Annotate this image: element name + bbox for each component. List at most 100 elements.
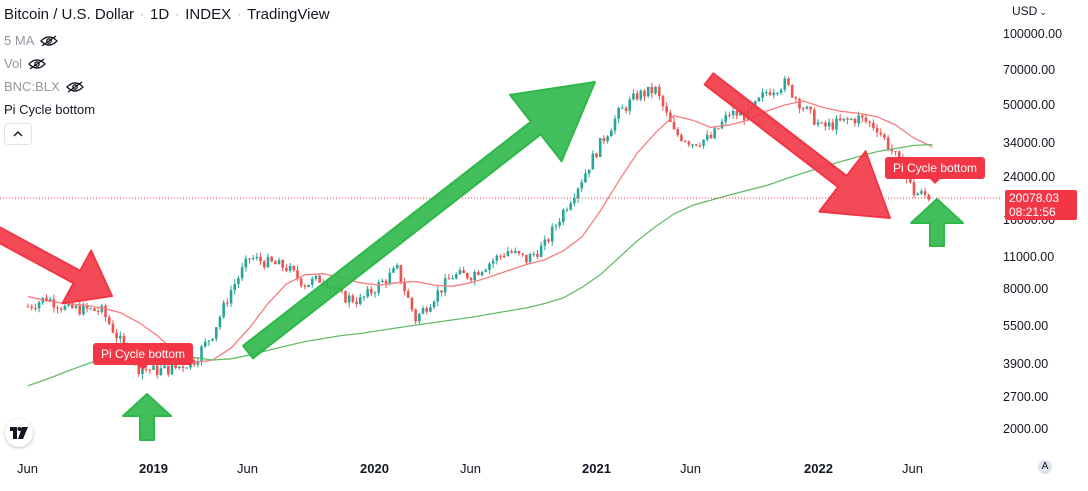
candle-body: [742, 112, 746, 121]
candle-body: [48, 299, 52, 302]
candle-body: [606, 136, 609, 142]
candle-body: [45, 297, 48, 302]
candle-body: [739, 112, 742, 116]
candle-body: [174, 364, 177, 368]
candle-body: [698, 145, 702, 147]
candle-body: [573, 198, 576, 204]
green-arrow[interactable]: [242, 81, 596, 360]
time-axis-label: Jun: [237, 461, 258, 476]
candle-body: [761, 92, 764, 98]
chevron-up-icon: [13, 131, 23, 137]
candle-body: [207, 340, 211, 342]
eye-hidden-icon[interactable]: [65, 80, 84, 93]
candle-body: [624, 107, 628, 111]
candle-body: [717, 128, 720, 130]
tradingview-logo-icon: [10, 427, 28, 439]
symbol-name: Bitcoin / U.S. Dollar: [4, 5, 135, 23]
candle-body: [724, 114, 728, 122]
candle-body: [621, 107, 624, 109]
symbol-title[interactable]: Bitcoin / U.S. Dollar · 1D · INDEX · Tra…: [4, 5, 330, 23]
auto-scale-button[interactable]: A: [1038, 460, 1052, 474]
candle-body: [469, 278, 473, 281]
candle-body: [96, 310, 100, 312]
candle-body: [480, 271, 484, 276]
indicator-blx[interactable]: BNC:BLX: [4, 75, 330, 98]
green-arrow[interactable]: [122, 393, 172, 441]
candle-body: [875, 128, 879, 133]
candle-body: [163, 365, 166, 369]
price-axis-label: 11000.00: [1003, 250, 1055, 264]
candle-body: [347, 295, 351, 303]
candle-body: [211, 338, 214, 341]
candle-body: [787, 78, 790, 85]
red-arrow[interactable]: [0, 224, 113, 305]
candle-body: [521, 253, 524, 255]
candle-body: [240, 267, 244, 279]
candle-body: [270, 256, 273, 262]
tradingview-logo[interactable]: [5, 419, 33, 447]
candle-body: [288, 265, 292, 271]
chart-legend: Bitcoin / U.S. Dollar · 1D · INDEX · Tra…: [4, 4, 330, 121]
candle-body: [680, 135, 683, 141]
candle-body: [34, 307, 37, 309]
candle-body: [351, 295, 355, 302]
candle-body: [310, 278, 314, 285]
candle-body: [89, 308, 93, 310]
candle-body: [532, 253, 536, 255]
candle-body: [720, 121, 724, 129]
candle-body: [436, 290, 440, 302]
candle-body: [753, 101, 757, 108]
green-arrow[interactable]: [910, 198, 964, 247]
eye-hidden-icon[interactable]: [40, 34, 59, 47]
candle-body: [454, 274, 458, 279]
candle-body: [318, 275, 321, 283]
collapse-legend-button[interactable]: [4, 123, 32, 145]
indicator-pi-cycle[interactable]: Pi Cycle bottom: [4, 102, 96, 117]
red-arrow[interactable]: [703, 72, 891, 219]
candle-body: [657, 86, 661, 97]
candle-body: [779, 89, 783, 93]
candle-body: [248, 258, 251, 260]
candle-body: [838, 118, 842, 121]
candle-body: [473, 271, 476, 281]
candle-body: [576, 188, 580, 199]
candle-body: [735, 110, 739, 116]
candle-body: [602, 138, 606, 142]
candle-body: [488, 263, 491, 270]
indicator-vol[interactable]: Vol: [4, 52, 330, 75]
candle-body: [824, 122, 827, 127]
candle-body: [178, 366, 181, 368]
currency-selector[interactable]: USD ⌄: [1012, 4, 1047, 18]
candle-body: [872, 122, 875, 129]
candle-body: [912, 182, 916, 196]
candle-body: [890, 148, 894, 152]
candle-body: [122, 336, 126, 344]
candle-body: [831, 122, 835, 130]
exchange: INDEX: [185, 5, 232, 23]
candle-body: [141, 369, 144, 375]
candle-body: [805, 106, 809, 109]
candle-body: [399, 264, 403, 283]
candle-body: [849, 118, 853, 120]
candle-body: [429, 307, 432, 312]
candle-body: [709, 134, 713, 139]
candle-body: [281, 260, 285, 268]
price-axis-label: 3900.00: [1003, 357, 1049, 371]
candle-body: [229, 290, 233, 304]
candle-body: [277, 260, 281, 265]
annotation-arrows: [0, 72, 964, 441]
price-axis-label: 5500.00: [1003, 319, 1049, 333]
candle-body: [458, 270, 462, 275]
candle-body: [26, 306, 30, 308]
candle-body: [262, 261, 266, 268]
candle-body: [440, 290, 443, 293]
eye-hidden-icon[interactable]: [28, 57, 46, 70]
candle-body: [731, 110, 735, 116]
indicator-5ma[interactable]: 5 MA: [4, 29, 330, 52]
candle-body: [669, 112, 672, 122]
candle-body: [377, 282, 381, 293]
candle-body: [381, 280, 384, 283]
candle-body: [392, 268, 395, 273]
candle-body: [200, 346, 203, 361]
